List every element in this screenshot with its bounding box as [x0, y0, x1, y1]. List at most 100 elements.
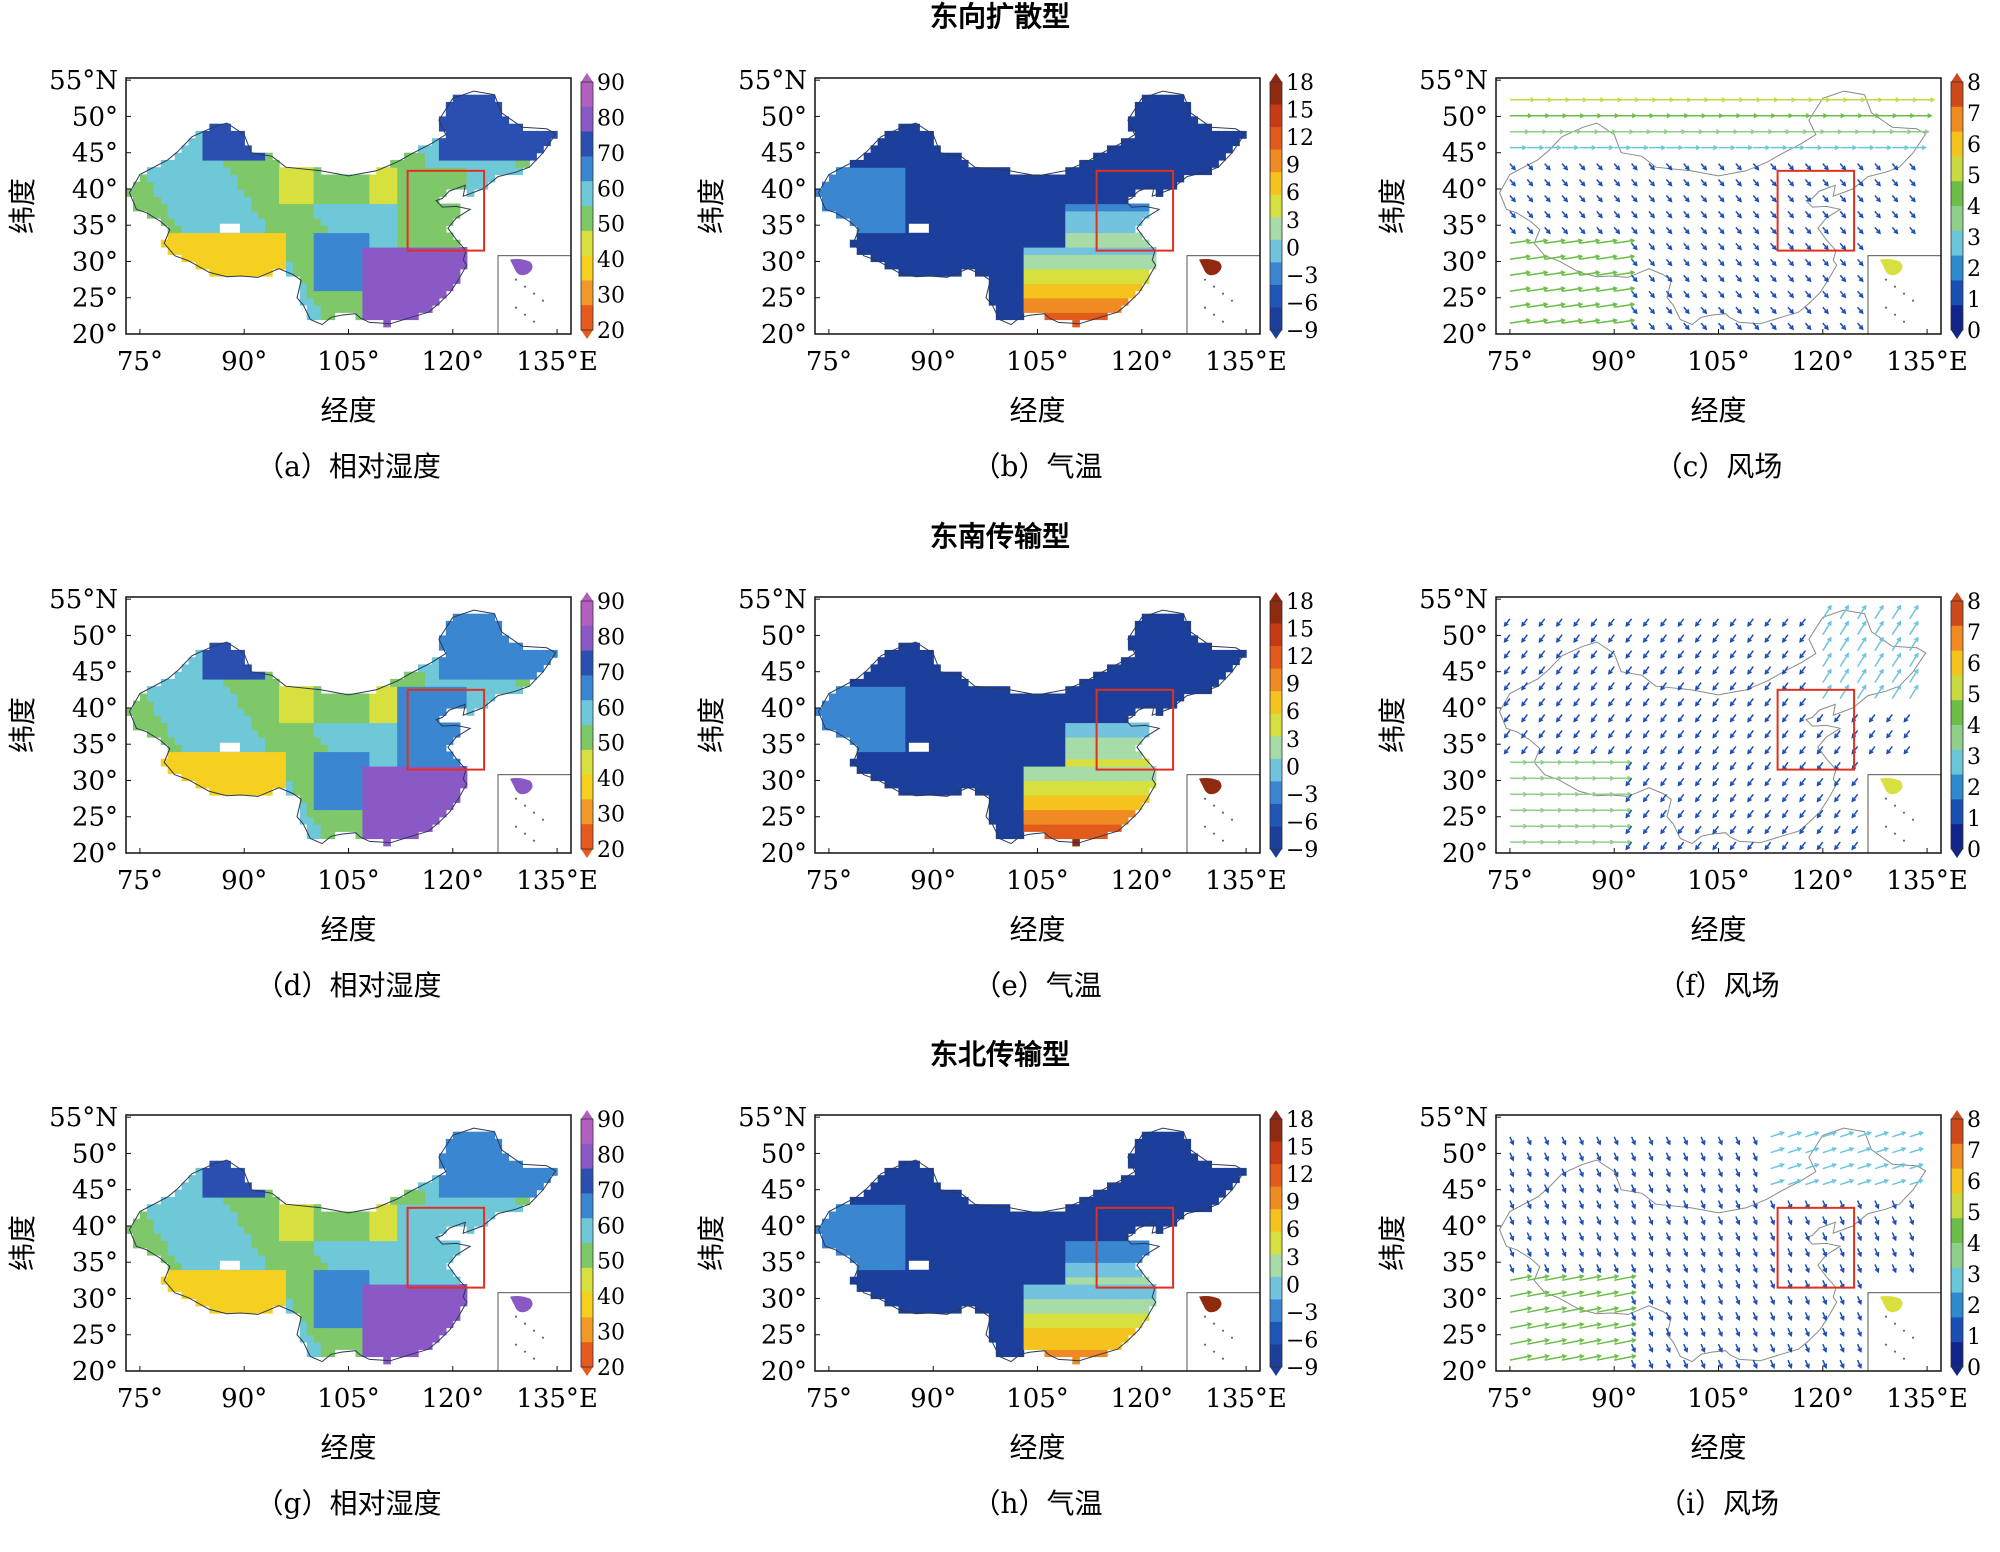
field-cell [1016, 766, 1025, 774]
field-cell [1072, 210, 1080, 219]
field-cell [251, 678, 259, 687]
field-cell [1232, 649, 1240, 658]
field-cell [515, 130, 523, 139]
field-cell [306, 715, 315, 724]
wind-arrow-head [1823, 213, 1829, 219]
field-cell [195, 218, 204, 226]
field-cell [466, 101, 475, 110]
field-cell [1107, 758, 1115, 767]
field-cell [1030, 802, 1039, 811]
field-cell [473, 642, 482, 651]
field-cell [438, 276, 447, 284]
panel-caption: （c）风场 [1655, 450, 1783, 483]
field-cell [452, 678, 461, 687]
wind-arrow [1527, 255, 1548, 261]
field-cell [174, 225, 183, 234]
field-cell [842, 181, 851, 190]
field-cell [383, 766, 391, 774]
field-cell [265, 751, 273, 760]
field-cell [390, 174, 398, 183]
field-cell [1065, 261, 1073, 270]
field-cell [327, 290, 336, 299]
field-cell [195, 138, 204, 147]
field-cell [1134, 239, 1143, 248]
field-cell [1141, 678, 1150, 687]
field-cell [947, 751, 955, 760]
field-cell [327, 780, 336, 789]
field-cell [355, 729, 364, 738]
field-cell [355, 816, 364, 825]
field-cell [1009, 181, 1018, 190]
field-cell [431, 678, 440, 687]
field-cell [877, 686, 886, 695]
wind-arrow-head [1806, 261, 1812, 267]
colorbar-swatch [1270, 623, 1282, 647]
field-cell [954, 744, 962, 753]
field-cell [230, 247, 238, 255]
field-cell [1100, 159, 1108, 168]
field-cell [1044, 283, 1053, 292]
wind-arrow-head [1563, 213, 1569, 219]
field-cell [348, 218, 357, 226]
field-cell [438, 189, 447, 197]
wind-arrow [1596, 319, 1617, 324]
china-outline [1498, 609, 1927, 845]
field-cell [884, 664, 893, 673]
field-cell [452, 123, 461, 132]
field-cell [1155, 693, 1164, 702]
field-cell [459, 101, 468, 110]
field-cell [146, 708, 155, 716]
field-cell [376, 824, 384, 832]
field-cell [898, 189, 906, 197]
field-cell [926, 225, 934, 234]
field-cell [320, 700, 329, 709]
field-cell [431, 283, 440, 292]
field-cell [452, 787, 461, 796]
field-cell [1114, 678, 1122, 687]
field-cell [279, 729, 287, 738]
field-cell [237, 780, 245, 789]
field-cell [1148, 671, 1157, 680]
field-cell [1058, 268, 1066, 277]
field-cell [452, 239, 461, 248]
field-cell [926, 239, 934, 248]
field-cell [926, 664, 934, 673]
field-cell [1065, 715, 1073, 724]
field-cell [160, 678, 169, 687]
field-cell [1023, 254, 1032, 263]
field-cell [445, 152, 454, 161]
wind-arrow-head [1511, 181, 1516, 187]
field-cell [1190, 635, 1199, 644]
field-cell [1148, 693, 1157, 702]
field-cell [940, 678, 948, 687]
field-cell [418, 773, 426, 782]
field-cell [849, 678, 858, 687]
colorbar-label: 80 [597, 625, 625, 650]
field-cell [411, 181, 419, 190]
colorbar-label: 90 [597, 590, 625, 615]
wind-arrow-head [1702, 197, 1708, 203]
wind-arrow-head [1684, 325, 1690, 331]
wind-arrow-head [1702, 245, 1708, 251]
field-cell [1100, 174, 1108, 183]
field-cell [981, 708, 990, 716]
colorbar-swatch [1951, 230, 1963, 257]
field-cell [216, 686, 224, 695]
field-cell [926, 261, 934, 270]
field-cell [251, 751, 259, 760]
field-cell [216, 664, 224, 673]
field-cell [1016, 795, 1025, 803]
field-cell [390, 773, 398, 782]
field-cell [209, 678, 217, 687]
field-cell [877, 218, 886, 226]
field-cell [181, 239, 190, 248]
field-cell [968, 729, 976, 738]
field-cell [376, 268, 384, 277]
wind-arrow-head [1577, 270, 1584, 276]
field-cell [974, 744, 983, 753]
field-cell [209, 261, 217, 270]
field-cell [285, 239, 294, 248]
wind-arrow-head [1736, 197, 1742, 203]
field-cell [299, 189, 308, 197]
